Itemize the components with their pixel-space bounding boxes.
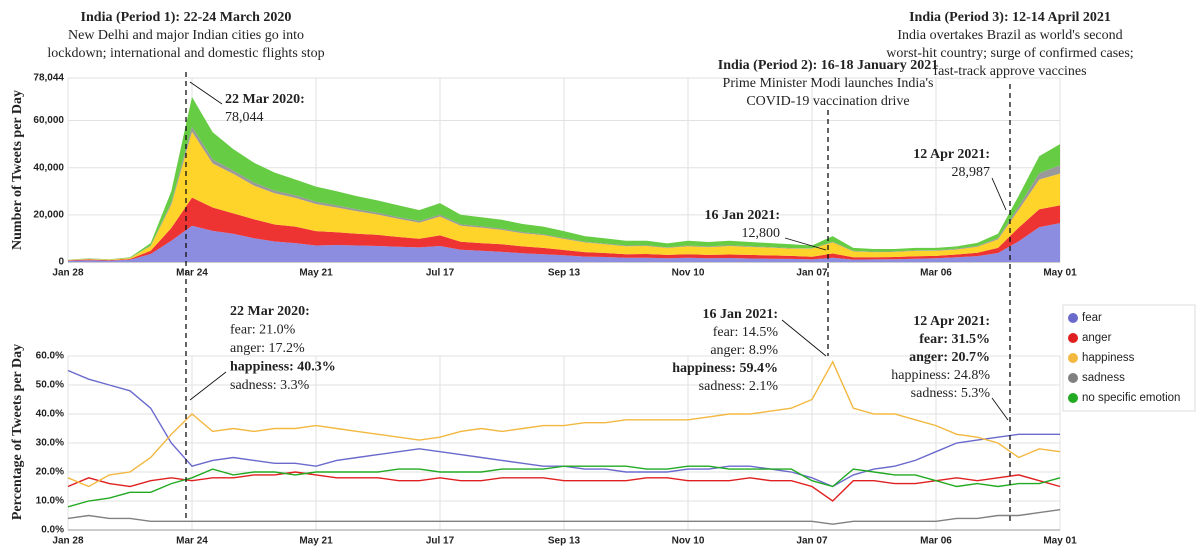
annotation: 22 Mar 2020: — [230, 304, 310, 319]
annotation: 22 Mar 2020: — [225, 92, 305, 107]
annotation: fast-track approve vaccines — [933, 64, 1086, 79]
annotation: fear: 31.5% — [919, 332, 990, 347]
annotation: 16 Jan 2021: — [705, 208, 780, 223]
area — [68, 131, 1060, 261]
annotation: anger: 17.2% — [230, 341, 305, 356]
annotation: anger: 20.7% — [909, 350, 990, 365]
x-tick-label: Jan 28 — [52, 536, 84, 546]
leader-line — [189, 81, 223, 105]
legend-label: fear — [1082, 312, 1102, 324]
leader-line — [991, 397, 1009, 421]
legend-label: happiness — [1082, 352, 1135, 364]
annotation: anger: 8.9% — [710, 343, 778, 358]
x-tick-label: Jan 07 — [796, 268, 828, 279]
annotation: fear: 14.5% — [713, 325, 779, 340]
legend-swatch — [1068, 393, 1078, 403]
x-tick-label: May 01 — [1043, 268, 1077, 279]
annotation: worst-hit country; surge of confirmed ca… — [886, 46, 1133, 61]
annotation: happiness: 59.4% — [672, 361, 778, 376]
annotation: India overtakes Brazil as world's second — [897, 28, 1122, 43]
leader-line — [189, 371, 227, 401]
x-tick-label: May 21 — [299, 536, 333, 546]
x-tick-label: Nov 10 — [672, 268, 705, 279]
annotation: India (Period 3): 12-14 April 2021 — [909, 10, 1111, 25]
y-axis-title: Number of Tweets per Day — [10, 90, 25, 250]
leader-line — [784, 237, 827, 251]
leader-line — [991, 177, 1007, 211]
legend-swatch — [1068, 313, 1078, 323]
x-tick-label: May 21 — [299, 268, 333, 279]
line — [67, 509, 1061, 525]
legend-label: sadness — [1082, 372, 1125, 384]
annotation: India (Period 2): 16-18 January 2021 — [718, 58, 939, 73]
area — [68, 97, 1060, 260]
annotation: sadness: 3.3% — [230, 378, 310, 393]
legend-swatch — [1068, 373, 1078, 383]
area — [68, 223, 1060, 262]
area — [68, 197, 1060, 261]
annotation: 12,800 — [742, 226, 781, 241]
annotation: sadness: 5.3% — [911, 386, 991, 401]
x-tick-label: Sep 13 — [548, 268, 581, 279]
leader-line — [781, 319, 827, 357]
y-tick-label: 60.0% — [36, 351, 64, 362]
y-tick-label: 20.0% — [36, 467, 64, 478]
line — [67, 360, 1061, 488]
plot-layer — [67, 77, 1061, 531]
line — [67, 471, 1061, 502]
y-tick-label: 10.0% — [36, 496, 64, 507]
x-tick-label: Nov 10 — [672, 536, 705, 546]
annotation: COVID-19 vaccination drive — [746, 94, 909, 109]
y-axis-title: Percentage of Tweets per Day — [10, 344, 25, 520]
annotation: Prime Minister Modi launches India's — [723, 76, 934, 91]
legend-box — [1062, 304, 1196, 412]
legend-label: anger — [1082, 332, 1112, 344]
legend-label: no specific emotion — [1082, 392, 1180, 404]
x-tick-label: Mar 24 — [176, 536, 208, 546]
annotation: 12 Apr 2021: — [913, 147, 990, 162]
annotation: New Delhi and major Indian cities go int… — [68, 28, 304, 43]
line — [67, 465, 1061, 508]
x-tick-label: Jul 17 — [426, 536, 455, 546]
annotation: 16 Jan 2021: — [703, 307, 778, 322]
y-tick-label: 60,000 — [33, 115, 64, 126]
x-tick-label: Mar 24 — [176, 268, 208, 279]
y-tick-label: 30.0% — [36, 438, 64, 449]
y-tick-label: 20,000 — [33, 209, 64, 220]
y-tick-label: 0.0% — [41, 525, 64, 536]
legend-swatch — [1068, 353, 1078, 363]
annotation: India (Period 1): 22-24 March 2020 — [81, 10, 292, 25]
legend-swatch — [1068, 333, 1078, 343]
annotation: fear: 21.0% — [230, 323, 296, 338]
y-tick-label: 40,000 — [33, 162, 64, 173]
annotation: sadness: 2.1% — [699, 379, 779, 394]
annotation: 78,044 — [225, 110, 264, 125]
y-tick-label: 78,044 — [33, 73, 64, 84]
x-tick-label: Jan 28 — [52, 268, 84, 279]
annotation: 12 Apr 2021: — [913, 314, 990, 329]
x-tick-label: Jan 07 — [796, 536, 828, 546]
x-tick-label: Jul 17 — [426, 268, 455, 279]
y-tick-label: 50.0% — [36, 380, 64, 391]
y-tick-label: 0 — [58, 257, 64, 268]
annotation: 28,987 — [952, 165, 991, 180]
annotation: lockdown; international and domestic fli… — [47, 46, 324, 61]
annotation: happiness: 24.8% — [891, 368, 990, 383]
y-tick-label: 40.0% — [36, 409, 64, 420]
x-tick-label: May 01 — [1043, 536, 1077, 546]
x-tick-label: Mar 06 — [920, 536, 952, 546]
x-tick-label: Mar 06 — [920, 268, 952, 279]
annotation: happiness: 40.3% — [230, 360, 336, 375]
x-tick-label: Sep 13 — [548, 536, 581, 546]
